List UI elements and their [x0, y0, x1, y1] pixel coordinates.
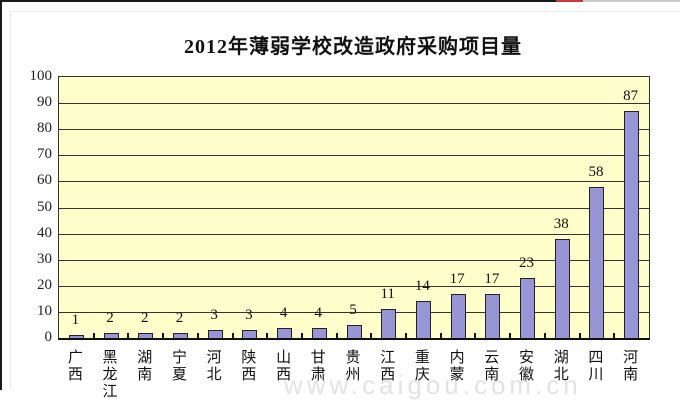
bar-value-label: 3: [245, 307, 253, 324]
bar-value-label: 58: [588, 163, 604, 180]
x-axis-tick: [335, 333, 338, 338]
x-axis-tick: [196, 333, 199, 338]
x-axis-tick: [439, 333, 442, 338]
bar-value-label: 2: [141, 309, 149, 326]
bar-宁夏: [172, 332, 188, 338]
window-top-border: [0, 0, 556, 2]
gridline: [59, 181, 649, 183]
bar-重庆: [415, 301, 431, 338]
watermark: www.caigou.com.cn: [284, 370, 582, 400]
x-category-label: 湖南: [137, 350, 153, 383]
gridline: [59, 207, 649, 209]
gridline: [59, 285, 649, 287]
x-category-label: 安徽: [519, 350, 535, 383]
y-tick-label: 10: [37, 302, 52, 319]
x-axis-tick: [613, 333, 616, 338]
x-category-label: 四川: [588, 350, 604, 383]
bar-value-label: 17: [484, 270, 500, 287]
bar-value-label: 38: [553, 215, 569, 232]
bar-value-label: 87: [623, 87, 639, 104]
bar-山西: [277, 327, 293, 338]
bar-四川: [589, 186, 605, 338]
bar-内蒙: [450, 293, 466, 338]
gridline: [59, 233, 649, 235]
inner-frame-top: [10, 11, 680, 12]
x-category-label: 山西: [276, 350, 292, 383]
bar-value-label: 23: [519, 254, 535, 271]
x-category-label: 贵州: [345, 350, 361, 383]
x-axis-tick: [474, 333, 477, 338]
bar-value-label: 2: [175, 309, 184, 326]
bar-value-label: 5: [349, 301, 357, 318]
x-category-label: 内蒙: [449, 350, 465, 383]
x-category-label: 重庆: [414, 350, 430, 383]
x-category-label: 云南: [484, 350, 500, 383]
bar-value-label: 4: [314, 304, 323, 321]
gridline: [59, 311, 649, 313]
x-category-label: 河南: [623, 350, 639, 383]
bar-value-label: 2: [106, 309, 114, 326]
y-tick-label: 50: [37, 198, 52, 215]
plot-area: [58, 76, 650, 340]
x-category-label: 黑龙江: [102, 350, 118, 400]
x-category-label: 江西: [380, 350, 396, 383]
bar-河南: [624, 110, 640, 338]
bar-云南: [485, 293, 501, 338]
bar-value-label: 4: [279, 304, 288, 321]
x-axis-tick: [578, 333, 581, 338]
x-category-label: 湖北: [553, 350, 569, 383]
y-tick-label: 90: [37, 94, 52, 111]
bar-湖北: [554, 238, 570, 338]
x-axis-tick: [300, 333, 303, 338]
x-category-label: 广西: [67, 350, 83, 383]
x-category-label: 宁夏: [171, 350, 187, 383]
bar-value-label: 17: [449, 270, 465, 287]
y-tick-label: 100: [29, 68, 53, 84]
bar-甘肃: [311, 327, 327, 338]
bar-陕西: [242, 330, 258, 338]
bar-江西: [381, 309, 397, 338]
chart-title: 2012年薄弱学校改造政府采购项目量: [184, 36, 522, 58]
y-tick-label: 0: [44, 329, 53, 345]
window-top-border-gray-segment: [583, 0, 680, 2]
gridline: [59, 155, 649, 157]
bar-value-label: 14: [414, 278, 430, 295]
window-top-border-red-segment: [556, 0, 583, 2]
gridline: [59, 259, 649, 261]
x-axis-tick: [92, 333, 95, 338]
gridline: [59, 129, 649, 131]
x-axis-tick: [543, 333, 546, 338]
bar-安徽: [520, 277, 536, 338]
y-tick-label: 80: [37, 120, 52, 137]
x-category-label: 河北: [206, 350, 222, 383]
y-tick-label: 60: [37, 172, 52, 189]
x-category-label: 甘肃: [310, 350, 326, 383]
x-axis-tick: [370, 333, 373, 338]
inner-frame-left: [10, 11, 11, 389]
bar-广西: [68, 335, 84, 338]
y-tick-label: 40: [37, 224, 52, 241]
x-axis-tick: [405, 333, 408, 338]
bar-value-label: 11: [380, 286, 395, 303]
x-axis-tick: [266, 333, 269, 338]
y-tick-label: 30: [37, 250, 52, 267]
y-tick-label: 20: [37, 276, 52, 293]
bar-黑龙江: [103, 332, 119, 338]
x-axis-tick: [231, 333, 234, 338]
gridline: [59, 103, 649, 105]
bar-贵州: [346, 324, 362, 338]
x-axis-tick: [162, 333, 165, 338]
bar-value-label: 1: [71, 312, 80, 329]
x-axis-tick: [127, 333, 130, 338]
x-category-label: 陕西: [241, 350, 257, 383]
window-left-border: [0, 0, 2, 390]
y-tick-label: 70: [37, 146, 52, 163]
bar-河北: [207, 330, 223, 338]
x-axis-tick: [509, 333, 512, 338]
bar-湖南: [138, 332, 154, 338]
bar-value-label: 3: [210, 307, 218, 324]
